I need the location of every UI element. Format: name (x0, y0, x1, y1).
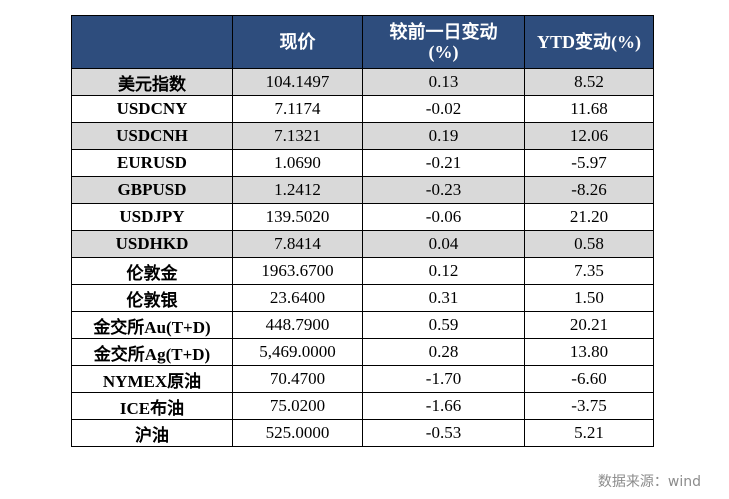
table-row: 沪油 525.0000 -0.53 5.21 (71, 419, 654, 447)
cell-price: 70.4700 (232, 365, 363, 393)
table-row: 伦敦金 1963.6700 0.12 7.35 (71, 257, 654, 285)
cell-change: 0.12 (362, 257, 525, 285)
table-row: GBPUSD 1.2412 -0.23 -8.26 (71, 176, 654, 204)
cell-ytd: 20.21 (524, 311, 654, 339)
cell-ytd: -6.60 (524, 365, 654, 393)
header-change-label: 较前一日变动 (389, 22, 498, 42)
cell-ytd: 0.58 (524, 230, 654, 258)
table-row: ICE布油 75.0200 -1.66 -3.75 (71, 392, 654, 420)
cell-ytd: 8.52 (524, 68, 654, 96)
cell-change: -0.21 (362, 149, 525, 177)
cell-name: ICE布油 (71, 392, 233, 420)
header-row: 现价 较前一日变动 (%) YTD变动(%) (71, 15, 654, 69)
cell-ytd: 21.20 (524, 203, 654, 231)
cell-change: -0.23 (362, 176, 525, 204)
cell-name: 金交所Ag(T+D) (71, 338, 233, 366)
cell-change: -1.66 (362, 392, 525, 420)
cell-name: EURUSD (71, 149, 233, 177)
cell-ytd: -8.26 (524, 176, 654, 204)
cell-name: 伦敦金 (71, 257, 233, 285)
table-row: USDCNH 7.1321 0.19 12.06 (71, 122, 654, 150)
cell-name: USDCNH (71, 122, 233, 150)
table-row: 伦敦银 23.6400 0.31 1.50 (71, 284, 654, 312)
cell-ytd: 7.35 (524, 257, 654, 285)
market-quotes-table: 现价 较前一日变动 (%) YTD变动(%) 美元指数 104.1497 0.13 8.… (71, 15, 654, 447)
cell-change: 0.59 (362, 311, 525, 339)
cell-price: 1963.6700 (232, 257, 363, 285)
cell-ytd: 12.06 (524, 122, 654, 150)
cell-change: 0.19 (362, 122, 525, 150)
cell-price: 5,469.0000 (232, 338, 363, 366)
cell-price: 7.1321 (232, 122, 363, 150)
cell-price: 7.1174 (232, 95, 363, 123)
table-row: USDCNY 7.1174 -0.02 11.68 (71, 95, 654, 123)
cell-price: 104.1497 (232, 68, 363, 96)
header-change: 较前一日变动 (%) (362, 15, 525, 69)
header-name (71, 15, 233, 69)
cell-price: 525.0000 (232, 419, 363, 447)
cell-name: 金交所Au(T+D) (71, 311, 233, 339)
cell-ytd: -3.75 (524, 392, 654, 420)
cell-change: -0.53 (362, 419, 525, 447)
cell-change: 0.28 (362, 338, 525, 366)
cell-name: 沪油 (71, 419, 233, 447)
cell-name: NYMEX原油 (71, 365, 233, 393)
cell-change: 0.04 (362, 230, 525, 258)
cell-price: 1.2412 (232, 176, 363, 204)
table-row: USDHKD 7.8414 0.04 0.58 (71, 230, 654, 258)
table-row: USDJPY 139.5020 -0.06 21.20 (71, 203, 654, 231)
cell-name: 美元指数 (71, 68, 233, 96)
cell-name: USDJPY (71, 203, 233, 231)
cell-price: 23.6400 (232, 284, 363, 312)
cell-ytd: -5.97 (524, 149, 654, 177)
cell-change: -0.06 (362, 203, 525, 231)
table-body: 美元指数 104.1497 0.13 8.52 USDCNY 7.1174 -0.02 11.… (71, 68, 654, 447)
table-row: 金交所Au(T+D) 448.7900 0.59 20.21 (71, 311, 654, 339)
cell-name: USDHKD (71, 230, 233, 258)
cell-ytd: 11.68 (524, 95, 654, 123)
data-source: 数据来源：wind (597, 474, 701, 490)
cell-ytd: 1.50 (524, 284, 654, 312)
header-ytd: YTD变动(%) (524, 15, 654, 69)
cell-change: 0.31 (362, 284, 525, 312)
table-row: 美元指数 104.1497 0.13 8.52 (71, 68, 654, 96)
cell-change: 0.13 (362, 68, 525, 96)
cell-price: 139.5020 (232, 203, 363, 231)
header-change-unit: (%) (428, 42, 459, 62)
cell-price: 1.0690 (232, 149, 363, 177)
cell-price: 7.8414 (232, 230, 363, 258)
table-row: NYMEX原油 70.4700 -1.70 -6.60 (71, 365, 654, 393)
table-row: EURUSD 1.0690 -0.21 -5.97 (71, 149, 654, 177)
cell-name: 伦敦银 (71, 284, 233, 312)
cell-name: GBPUSD (71, 176, 233, 204)
cell-change: -1.70 (362, 365, 525, 393)
header-price: 现价 (232, 15, 363, 69)
cell-price: 75.0200 (232, 392, 363, 420)
cell-name: USDCNY (71, 95, 233, 123)
table-row: 金交所Ag(T+D) 5,469.0000 0.28 13.80 (71, 338, 654, 366)
cell-change: -0.02 (362, 95, 525, 123)
cell-price: 448.7900 (232, 311, 363, 339)
cell-ytd: 13.80 (524, 338, 654, 366)
cell-ytd: 5.21 (524, 419, 654, 447)
